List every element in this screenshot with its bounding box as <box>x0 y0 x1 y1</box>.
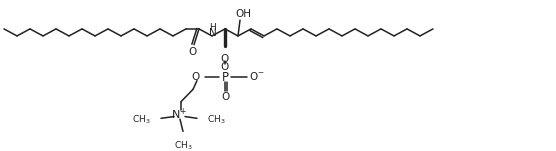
Text: H: H <box>210 23 216 32</box>
Text: N: N <box>209 28 217 38</box>
Text: O: O <box>221 62 229 72</box>
Text: O: O <box>222 92 230 102</box>
Text: OH: OH <box>235 9 251 19</box>
Text: CH$_3$: CH$_3$ <box>132 114 151 126</box>
Text: O: O <box>221 54 229 64</box>
Text: O$^{-}$: O$^{-}$ <box>249 70 265 82</box>
Text: CH$_3$: CH$_3$ <box>207 114 226 126</box>
Text: CH$_3$: CH$_3$ <box>173 139 192 151</box>
Text: N$^{+}$: N$^{+}$ <box>171 106 187 122</box>
Text: P: P <box>221 71 229 84</box>
Text: O: O <box>189 47 197 57</box>
Text: O: O <box>192 72 200 82</box>
